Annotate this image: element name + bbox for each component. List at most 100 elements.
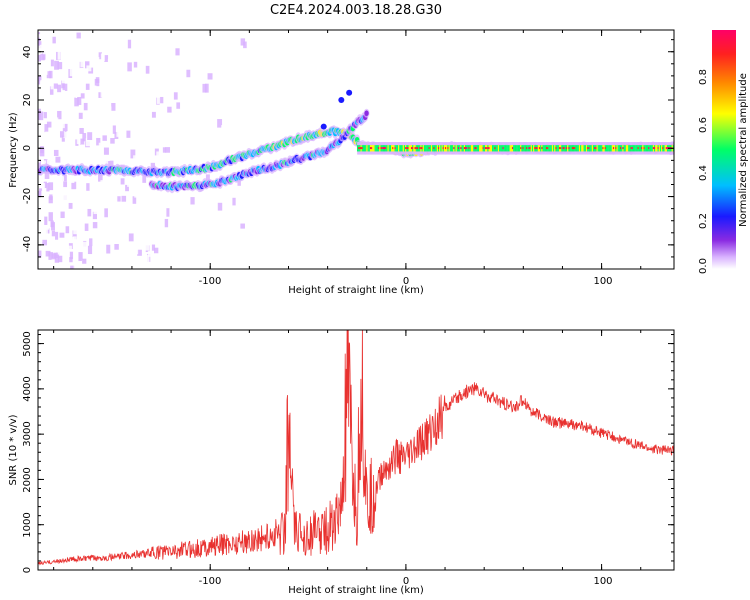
noise-speckle (182, 107, 188, 113)
band-core (614, 145, 617, 152)
noise-speckle (79, 97, 83, 104)
noise-speckle (76, 32, 81, 39)
band-core (504, 145, 507, 152)
bottom-xtick-100: 100 (593, 576, 612, 587)
noise-speckle (116, 212, 120, 219)
band-core (656, 145, 659, 152)
band-core (583, 145, 586, 152)
noise-speckle (38, 145, 40, 154)
bottom-ytick-2000: 2000 (22, 467, 33, 492)
noise-speckle (38, 250, 42, 258)
noise-speckle (92, 222, 98, 229)
noise-speckle (50, 59, 54, 67)
noise-speckle (191, 233, 196, 243)
band-core (423, 145, 426, 152)
noise-speckle (54, 60, 59, 70)
band-core (470, 145, 473, 152)
noise-speckle (95, 69, 100, 76)
band-core (509, 145, 512, 152)
colorbar: 0.0 0.2 0.4 0.6 0.8 Normalized spectral … (698, 30, 749, 274)
noise-speckle (41, 183, 45, 189)
noise-speckle (123, 42, 128, 51)
noise-speckle (66, 216, 71, 224)
noise-speckle (103, 129, 109, 135)
noise-speckle (38, 37, 40, 46)
noise-speckle (39, 188, 43, 197)
noise-speckle (38, 67, 42, 73)
noise-speckle (126, 130, 131, 138)
band-core (490, 145, 493, 152)
noise-speckle (96, 161, 102, 168)
noise-speckle (165, 147, 171, 153)
noise-speckle (42, 47, 47, 55)
noise-speckle (48, 252, 54, 260)
band-core (629, 145, 632, 152)
band-core (408, 145, 411, 152)
bottom-ytick-0: 0 (22, 567, 33, 573)
noise-speckle (99, 112, 105, 119)
noise-speckle (166, 208, 170, 217)
noise-speckle (75, 143, 80, 150)
band-core (362, 145, 365, 152)
noise-speckle (178, 45, 183, 51)
noise-speckle (61, 134, 65, 142)
band-core (455, 145, 458, 152)
noise-speckle (142, 174, 147, 183)
noise-speckle (63, 237, 68, 247)
band-core (537, 145, 540, 152)
noise-speckle (38, 229, 41, 237)
snr-panel: -100 0 100 Height of straight line (km) … (8, 329, 675, 596)
noise-speckle (98, 52, 102, 60)
noise-speckle (45, 208, 49, 217)
noise-speckle (38, 77, 41, 85)
noise-speckle (171, 146, 176, 152)
noise-speckle (63, 199, 68, 209)
band-core (364, 145, 367, 152)
band-core (625, 145, 628, 152)
top-ytick-0: 0 (22, 145, 33, 151)
noise-speckle (60, 175, 65, 184)
noise-speckle (243, 41, 247, 49)
noise-speckle (59, 232, 65, 238)
noise-speckle (44, 171, 50, 179)
band-core (527, 145, 530, 152)
snr-frame (37, 329, 675, 571)
noise-speckle (84, 223, 89, 231)
noise-speckle (47, 58, 52, 67)
noise-speckle (57, 176, 61, 183)
band-core (644, 145, 647, 152)
band-core (658, 145, 661, 152)
band-core (449, 145, 452, 152)
band-core (473, 145, 476, 152)
band-core (655, 145, 658, 152)
noise-speckle (209, 194, 215, 202)
noise-speckle (110, 197, 115, 206)
band-core (542, 145, 545, 152)
band-core (659, 145, 662, 152)
noise-speckle (44, 105, 48, 113)
top-xaxis-label: Height of straight line (km) (288, 285, 424, 296)
noise-speckle (170, 55, 175, 61)
noise-speckle (49, 86, 54, 95)
band-core (495, 145, 498, 152)
noise-speckle (56, 250, 62, 258)
noise-speckle (133, 61, 138, 68)
noise-speckle (49, 262, 54, 268)
noise-speckle (42, 239, 48, 246)
band-core (432, 145, 435, 152)
noise-speckle (72, 85, 77, 91)
noise-speckle (103, 158, 109, 167)
noise-speckle (118, 30, 124, 36)
noise-speckle (150, 153, 154, 160)
noise-speckle (85, 55, 90, 64)
noise-speckle (127, 39, 132, 49)
band-core (550, 145, 553, 152)
noise-speckle (95, 238, 100, 244)
noise-speckle (70, 175, 75, 183)
band-core (368, 145, 371, 152)
noise-speckle (82, 30, 87, 36)
band-core (663, 145, 666, 152)
bottom-yaxis-label: SNR (10 * v/v) (8, 414, 19, 485)
noise-speckle (49, 150, 54, 159)
band-core (476, 145, 479, 152)
